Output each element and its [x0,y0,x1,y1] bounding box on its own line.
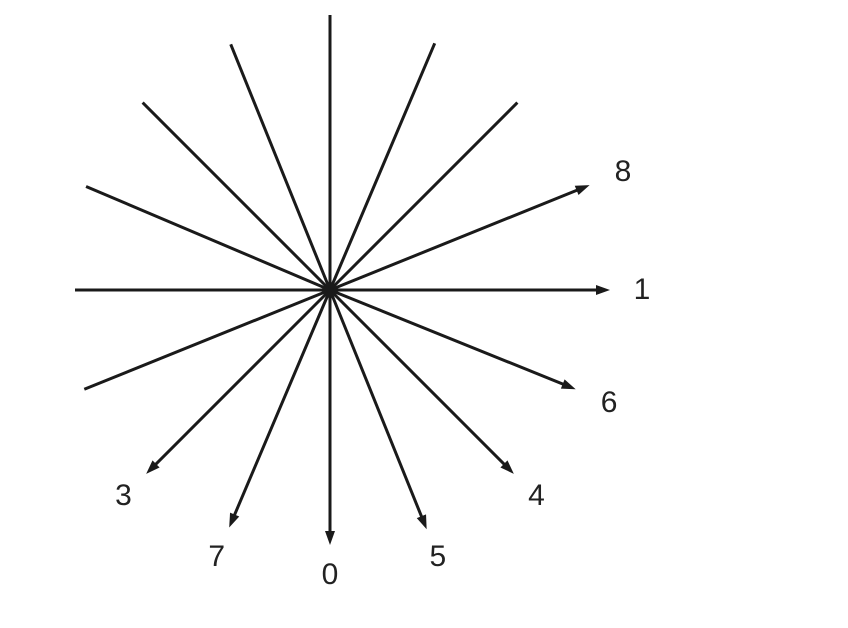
ray-line [330,290,508,468]
arrowhead-icon [325,531,335,545]
diagram-canvas: 1 8 3 7 0 5 4 6 [0,0,848,628]
ray-label: 0 [322,558,339,592]
arrowhead-icon [596,285,610,295]
ray-line [152,290,330,468]
ray-label: 1 [634,273,651,307]
ray-label: 4 [528,479,545,513]
radial-arrows-svg [0,0,848,628]
ray-line [330,290,424,521]
ray-line [330,290,568,386]
center-dot [327,287,333,293]
ray-line [143,103,330,290]
ray-line [330,103,517,290]
arrowhead-icon [561,379,576,389]
ray-label: 7 [208,540,225,574]
ray-label: 5 [430,540,447,574]
ray-label: 6 [601,386,618,420]
arrowhead-icon [417,514,427,529]
ray-label: 3 [115,479,132,513]
arrowhead-icon [229,513,239,528]
arrowhead-icon [575,185,590,195]
ray-label: 8 [615,155,632,189]
